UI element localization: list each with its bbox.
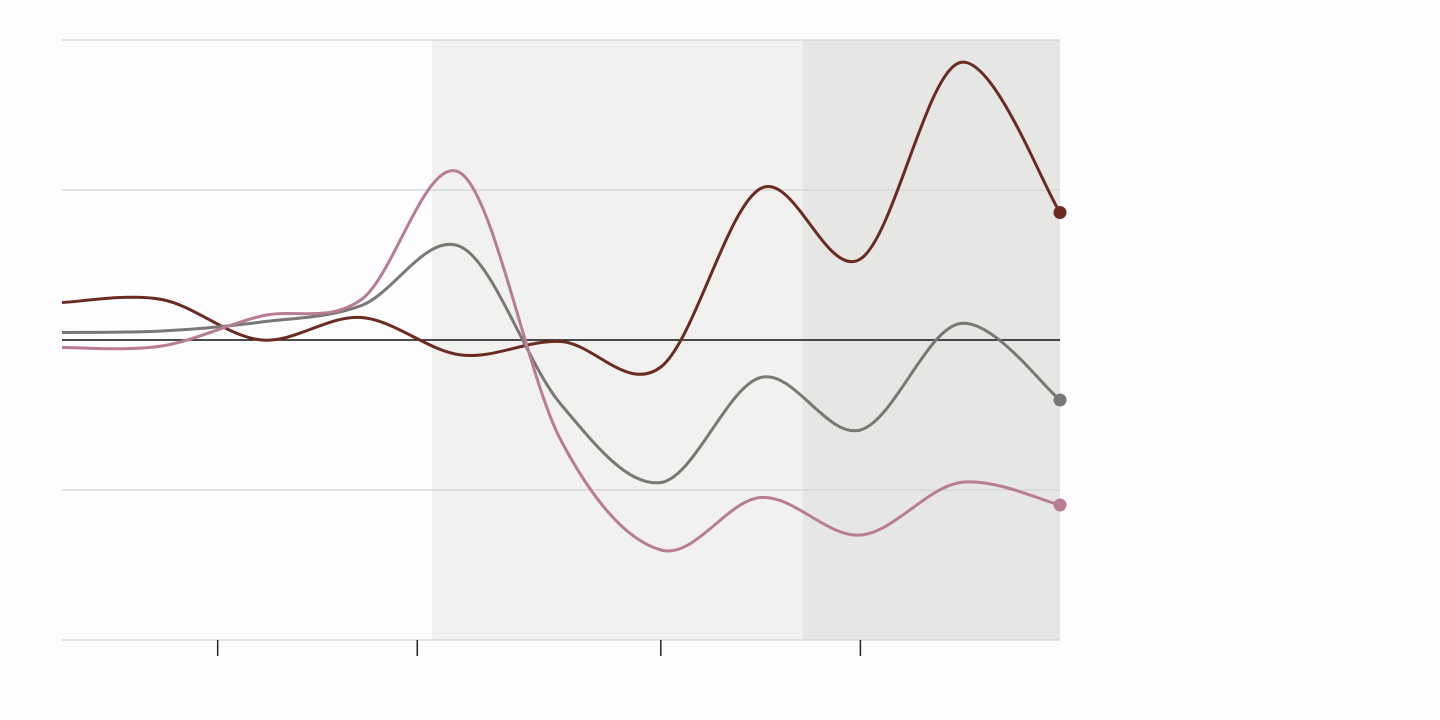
line: [61, 242, 1061, 485]
end-point: [1053, 498, 1067, 512]
line: [61, 169, 1061, 553]
end-point: [1053, 393, 1067, 407]
end-point: [1053, 206, 1067, 219]
line: [61, 60, 1062, 376]
